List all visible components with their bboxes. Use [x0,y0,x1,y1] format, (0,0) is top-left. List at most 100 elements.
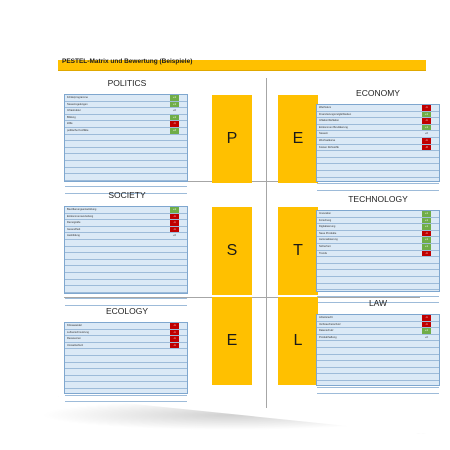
table-row: politische Konflikte +2 [65,127,187,135]
table-row: Einkommen Bevölkerung +1 [317,124,439,132]
table-row [65,363,187,370]
factor-label: Inflation/Deflation [319,119,340,123]
factor-label: Luftverschmutzung [67,330,89,334]
rating-badge: +2 [170,127,179,134]
table-row: Digitalisierung +1 [317,224,439,231]
table-row [65,253,187,260]
table-row [317,151,439,158]
table-row [317,164,439,171]
table-row: Verbraucherschutz -1 [317,321,439,329]
rating-badge: +0 [173,109,176,113]
table-row [317,368,439,375]
letter-box-politics: P [212,95,252,183]
table-row [65,389,187,396]
factor-label: Arbeitsrecht [319,316,333,319]
factor-label: Forschung [319,218,332,222]
quadrant-title-technology: TECHNOLOGY [348,194,408,204]
rating-badge: +1 [422,124,431,131]
table-row: Sicherheit +1 [317,243,439,251]
rating-badge: -1 [170,342,179,349]
table-ecology: Klimawandel -1 Luftverschmutzung -1 Ressourc… [64,322,188,403]
table-row [317,388,439,395]
factor-label: Wachstum [319,106,332,109]
table-row [317,341,439,348]
table-row: Produkthaftung +0 [317,335,439,342]
factor-label: Infrastruktur [67,109,81,113]
table-row: Kosten Rohstoffe -0 [317,144,439,152]
table-row: Steuern +0 [317,131,439,138]
rating-badge: -1 [422,315,431,321]
table-politics: Förderprogramme +1 Steuerregelungen +1 Infra… [64,94,188,194]
table-row [65,240,187,247]
factor-label: Ressourcen [67,337,81,341]
factor-label: Finanzierungsmöglichkeiten [319,112,352,116]
rating-badge: +1 [422,111,431,118]
rating-badge: -1 [170,323,179,329]
table-row: Forschung +1 [317,217,439,225]
table-row [317,270,439,277]
table-technology: Innovation +1 Forschung +1 Digitalisierung +1… [316,210,440,304]
table-row [317,178,439,185]
table-row: Steuerregelungen +1 [65,101,187,109]
rating-badge: -1 [422,105,431,111]
factor-label: Verbraucherschutz [319,322,341,326]
table-economy: Wachstum -1 Finanzierungsmöglichkeiten +1 In… [316,104,440,191]
factor-label: Einkommensverteilung [67,214,94,218]
factor-label: Steuern [319,132,329,136]
table-row [65,376,187,383]
table-row: Wachstum -1 [317,105,439,112]
letter-ecology: E [226,332,238,349]
table-row [317,297,439,304]
rating-badge: +0 [425,335,428,339]
factor-label: Neue Produkte [319,231,337,235]
table-row: Umweltschutz -1 [65,342,187,350]
letter-box-ecology: E [212,297,252,385]
rating-badge: +1 [422,237,431,243]
quadrant-title-society: SOCIETY [108,190,146,200]
table-row: Automatisierung +1 [317,237,439,244]
quadrant-title-politics: POLITICS [107,78,147,88]
table-row [65,293,187,300]
table-row [65,141,187,148]
table-row [317,257,439,264]
letter-politics: P [226,130,238,147]
table-row: Infrastruktur +0 [65,108,187,115]
table-row [317,348,439,355]
factor-label: Demografie [67,221,81,225]
table-row [317,374,439,381]
letter-society: S [226,242,238,259]
factor-label: Automatisierung [319,238,338,242]
table-row [317,277,439,284]
divider-center [266,78,267,408]
factor-label: Umweltschutz [67,343,84,347]
factor-label: Bildung [67,115,76,119]
table-row: Datenschutz +1 [317,328,439,335]
table-law: Arbeitsrecht -1 Verbraucherschutz -1 Datensc… [316,314,440,395]
rating-badge: +0 [425,132,428,136]
rating-badge: +0 [173,234,176,238]
letter-box-economy: E [278,95,318,183]
rating-badge: +1 [422,224,431,230]
table-row [65,369,187,376]
table-row [317,381,439,388]
factor-label: Ausbildung [67,234,80,238]
table-row [65,168,187,175]
table-row [317,171,439,178]
table-society: Bevölkerungsentwicklung +1 Einkommensverte… [64,206,188,306]
table-row [65,174,187,181]
table-row: Förderprogramme +1 [65,95,187,102]
table-row [65,299,187,306]
rating-badge: +1 [170,101,179,108]
rating-badge: +1 [170,114,179,121]
factor-label: politische Konflikte [67,128,89,132]
table-row [65,349,187,356]
rating-badge: +1 [422,217,431,224]
table-row [65,273,187,280]
table-row: Gesundheit -1 [65,226,187,234]
table-row: Zölle -1 [65,121,187,128]
factor-label: Datenschutz [319,329,334,333]
table-row [317,355,439,362]
factor-label: Steuerregelungen [67,102,88,106]
table-row [65,187,187,194]
